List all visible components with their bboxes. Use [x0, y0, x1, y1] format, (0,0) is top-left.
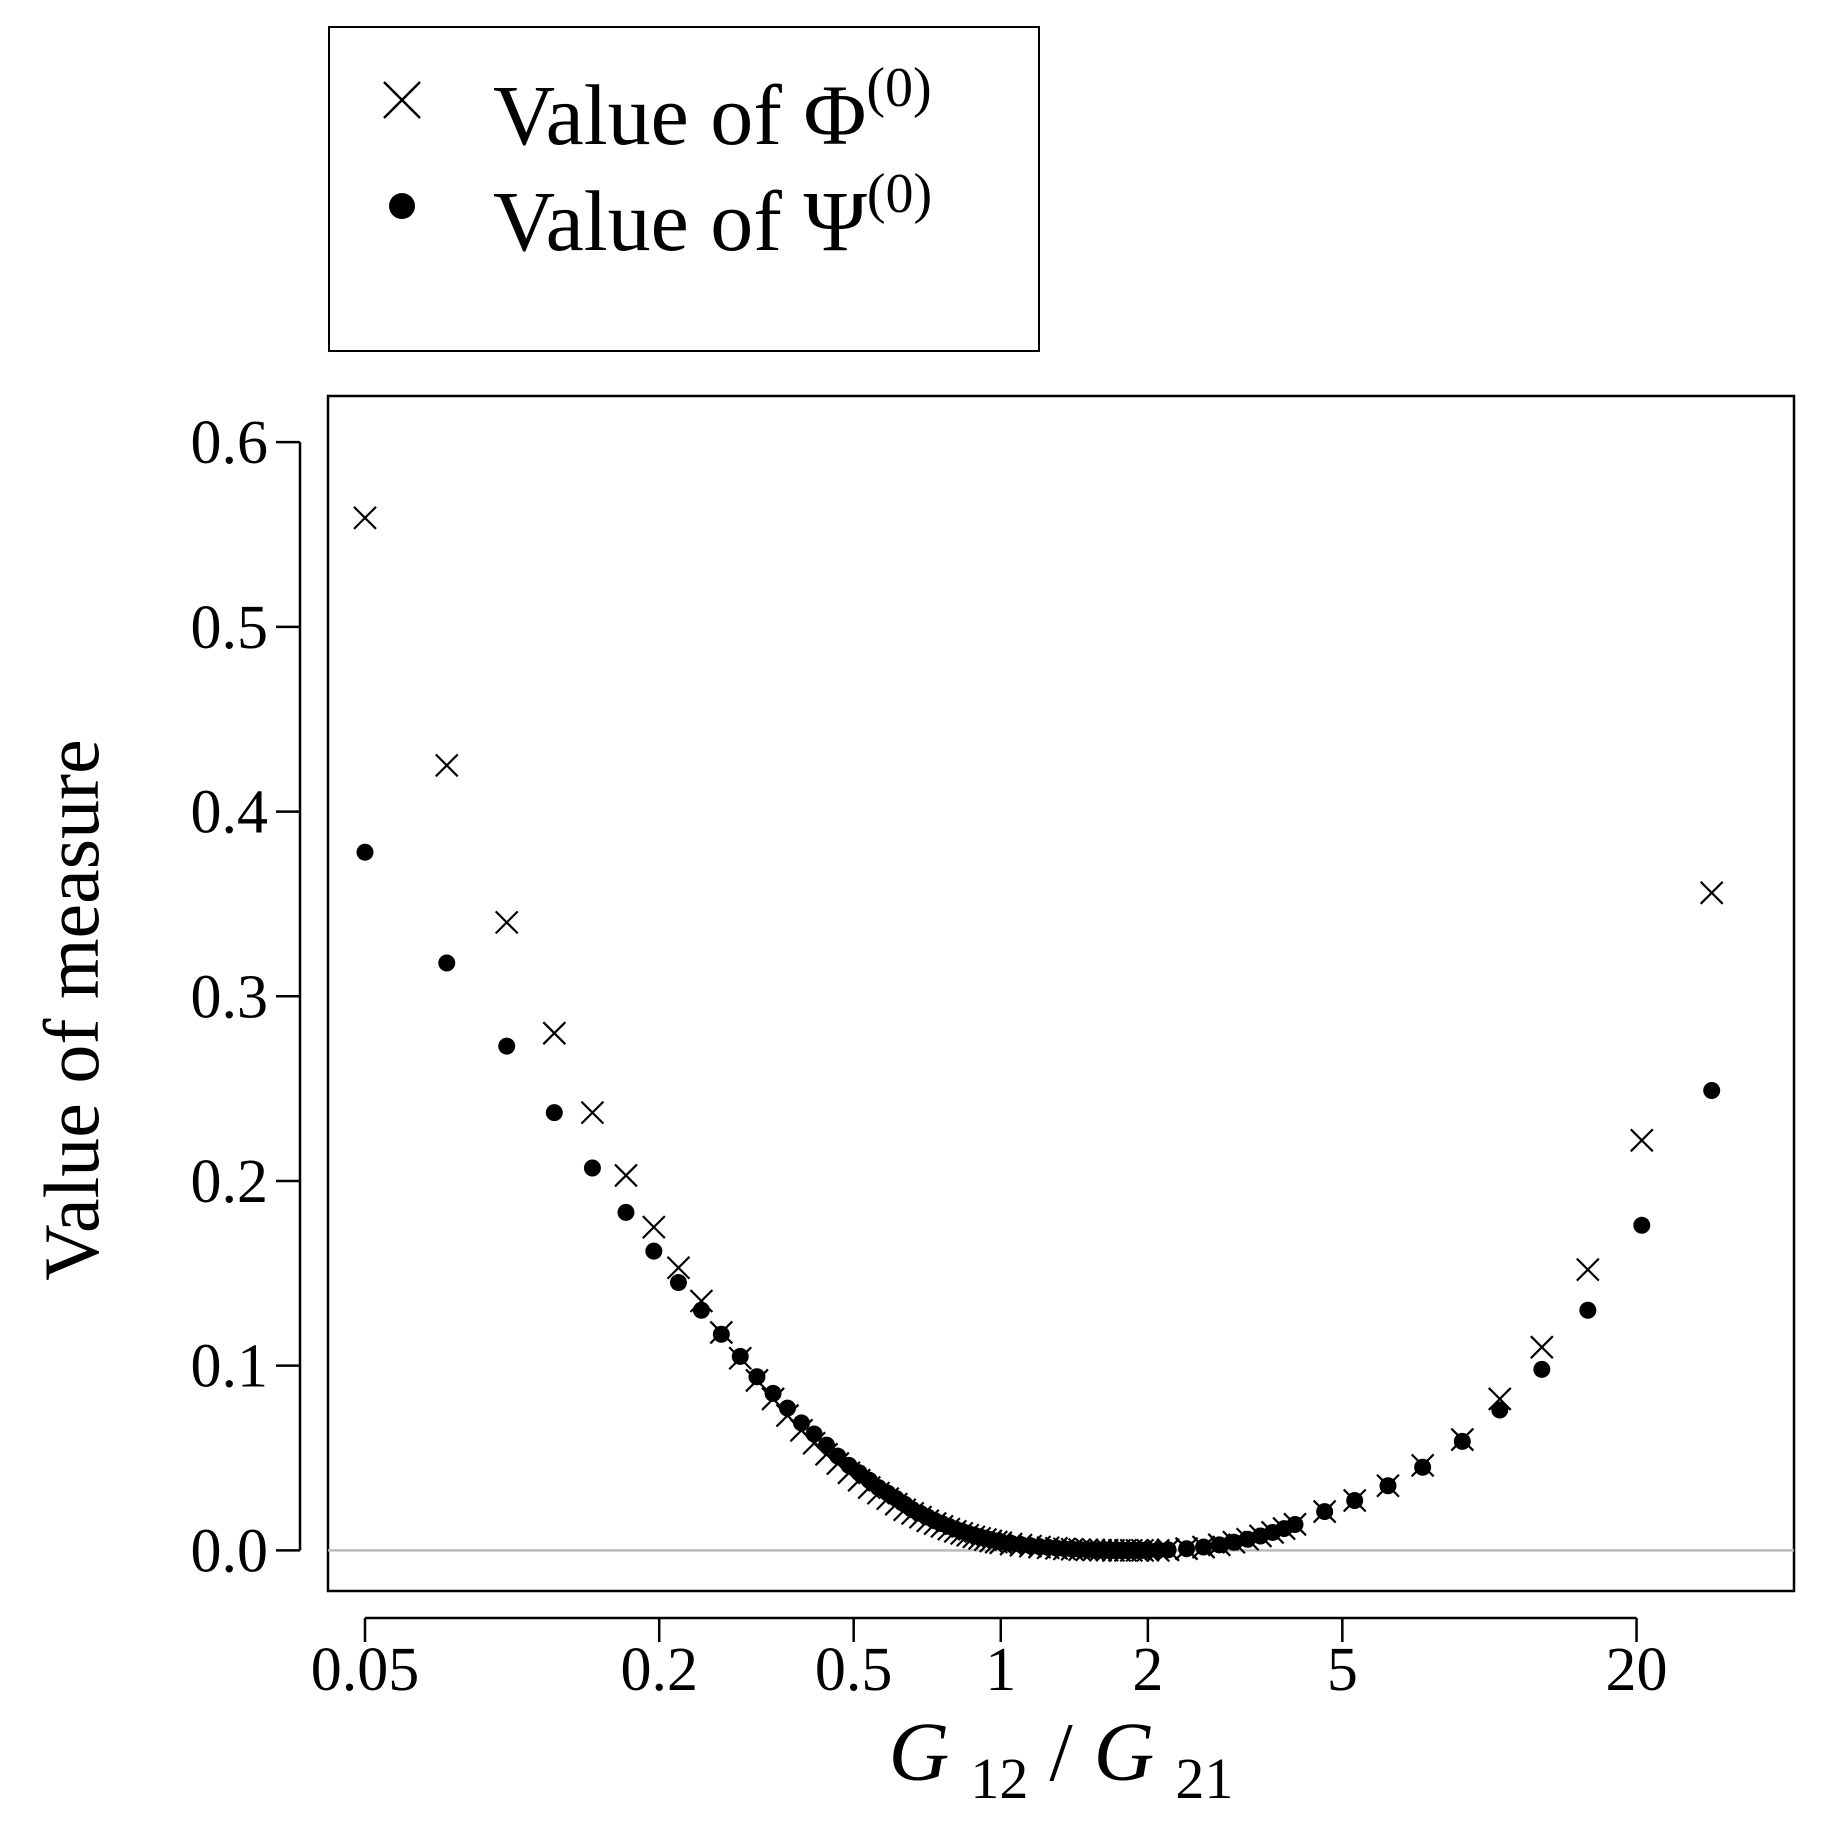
- phi-point-stroke: [494, 910, 519, 935]
- phi-point: [1530, 1335, 1554, 1359]
- psi-point: [356, 843, 374, 861]
- x-axis-title-sub1: 12: [970, 1746, 1028, 1811]
- psi-point: [1286, 1516, 1304, 1534]
- x-axis-title-var1: G: [889, 1706, 950, 1799]
- y-tick-label: 0.6: [191, 409, 269, 477]
- phi-point: [614, 1163, 638, 1188]
- x-axis-title: G 12 / G 21: [889, 1706, 1234, 1817]
- phi-point: [353, 506, 377, 530]
- y-tick-label: 0.0: [191, 1517, 269, 1585]
- psi-point: [792, 1414, 810, 1432]
- phi-point: [666, 1255, 691, 1280]
- x-axis-title-slash: /: [1049, 1706, 1073, 1799]
- psi-point: [545, 1104, 563, 1122]
- x-tick-label: 1: [985, 1636, 1016, 1704]
- legend-label-psi: Value of Ψ(0): [493, 166, 932, 264]
- phi-point: [1630, 1128, 1654, 1153]
- psi-point: [1178, 1540, 1196, 1558]
- psi-point: [583, 1159, 601, 1177]
- psi-point: [1491, 1401, 1509, 1419]
- phi-point: [542, 1021, 567, 1045]
- phi-point-stroke: [666, 1255, 691, 1280]
- x-axis: 0.05 0.2 0.5 1 2 5 20: [311, 1616, 1668, 1704]
- legend-label-phi-superscript: (0): [866, 57, 932, 119]
- psi-point: [778, 1399, 796, 1417]
- phi-point: [1699, 881, 1724, 905]
- x-tick-label: 0.5: [815, 1636, 893, 1704]
- x-tick-label: 5: [1327, 1636, 1358, 1704]
- y-tick-label: 0.2: [191, 1148, 269, 1216]
- psi-point: [1414, 1458, 1432, 1476]
- phi-point-stroke: [614, 1163, 638, 1188]
- psi-point: [818, 1436, 836, 1454]
- psi-point: [712, 1325, 730, 1343]
- phi-point-stroke: [542, 1021, 567, 1045]
- psi-point: [829, 1447, 847, 1465]
- psi-point: [669, 1274, 687, 1292]
- psi-point: [731, 1347, 749, 1365]
- psi-point: [1703, 1081, 1721, 1099]
- psi-point: [1346, 1491, 1364, 1509]
- phi-point: [494, 910, 519, 935]
- x-tick-label: 0.05: [311, 1636, 420, 1704]
- x-marker-icon: [383, 81, 421, 119]
- psi-point: [1633, 1216, 1651, 1234]
- legend-label-phi-prefix: Value of: [493, 67, 804, 163]
- phi-point: [642, 1215, 666, 1239]
- phi-point-stroke: [434, 753, 459, 778]
- y-tick-label: 0.5: [191, 594, 269, 662]
- psi-point: [748, 1368, 766, 1386]
- phi-point: [434, 753, 459, 778]
- x-tick-label: 0.2: [620, 1636, 698, 1704]
- psi-point: [438, 954, 456, 972]
- psi-point: [1225, 1533, 1243, 1551]
- x-axis-title-sub2: 21: [1175, 1746, 1233, 1811]
- phi-point-stroke: [1576, 1257, 1600, 1282]
- phi-point: [1576, 1257, 1600, 1282]
- psi-point: [1579, 1301, 1597, 1319]
- series-psi-markers: [356, 843, 1721, 1559]
- legend: Value of Φ(0) Value of Ψ(0): [328, 26, 1040, 352]
- psi-point: [1379, 1477, 1397, 1495]
- phi-point: [580, 1100, 605, 1125]
- x-axis-title-var2: G: [1094, 1706, 1155, 1799]
- x-tick-label: 20: [1606, 1636, 1668, 1704]
- psi-point: [764, 1384, 782, 1402]
- phi-point-stroke: [353, 506, 377, 530]
- psi-point: [1195, 1538, 1213, 1556]
- phi-point-stroke: [580, 1100, 605, 1125]
- psi-point: [1159, 1541, 1177, 1559]
- psi-point: [1533, 1360, 1551, 1378]
- phi-point-stroke: [1630, 1128, 1654, 1153]
- y-axis-title: Value of measure: [28, 739, 115, 1280]
- psi-point: [1453, 1432, 1471, 1450]
- y-axis: 0.0 0.1 0.2 0.3 0.4 0.5 0.6: [191, 409, 302, 1585]
- legend-label-phi-symbol: Φ: [803, 67, 867, 163]
- legend-label-psi-symbol: Ψ: [803, 173, 867, 269]
- psi-point: [1316, 1503, 1334, 1521]
- legend-label-phi: Value of Φ(0): [493, 60, 932, 158]
- y-tick-label: 0.3: [191, 963, 269, 1031]
- y-tick-label: 0.1: [191, 1333, 269, 1401]
- legend-label-psi-prefix: Value of: [493, 173, 804, 269]
- series-phi-markers: [353, 506, 1724, 1563]
- psi-point: [645, 1242, 663, 1260]
- psi-point: [498, 1037, 516, 1055]
- dot-marker-icon: [389, 193, 415, 219]
- psi-point: [1210, 1536, 1228, 1554]
- plot-frame: [326, 394, 1796, 1593]
- x-tick-label: 2: [1132, 1636, 1163, 1704]
- legend-label-psi-superscript: (0): [866, 163, 933, 225]
- y-tick-label: 0.4: [191, 779, 269, 847]
- phi-point-stroke: [1530, 1335, 1554, 1359]
- psi-point: [805, 1425, 823, 1443]
- psi-point: [692, 1301, 710, 1319]
- psi-point: [617, 1203, 635, 1221]
- phi-point-stroke: [642, 1215, 666, 1239]
- psi-point: [1239, 1530, 1257, 1548]
- phi-point-stroke: [1699, 881, 1724, 905]
